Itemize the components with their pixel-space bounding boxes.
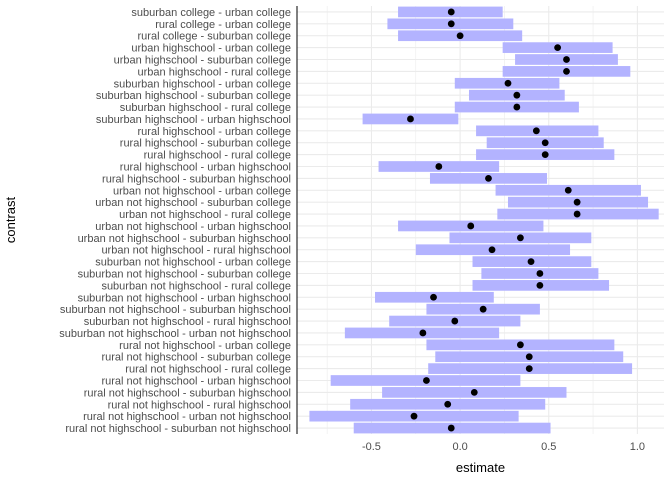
x-tick-label: 0.5: [541, 441, 556, 453]
estimate-point: [504, 79, 512, 87]
y-tick-label: suburban highschool - suburban college: [96, 90, 291, 102]
x-tick-label: 0.0: [452, 441, 467, 453]
y-tick-label: suburban highschool - urban college: [114, 78, 291, 90]
estimate-point: [525, 353, 533, 361]
y-tick-label: urban highschool - urban college: [131, 43, 291, 55]
y-tick-label: suburban not highschool - rural highscho…: [84, 316, 291, 328]
estimate-point: [430, 293, 437, 301]
y-tick-label: rural not highschool - urban not highsch…: [83, 411, 291, 423]
y-tick-label: rural highschool - urban highschool: [120, 162, 291, 174]
y-tick-label: urban not highschool - suburban highscho…: [78, 233, 291, 245]
estimate-point: [536, 270, 544, 277]
estimate-point: [456, 32, 464, 40]
confidence-intervals: [309, 6, 659, 434]
y-tick-label: rural highschool - suburban college: [120, 138, 291, 150]
y-tick-label: suburban not highschool - suburban highs…: [60, 304, 291, 316]
estimate-point: [447, 20, 455, 28]
y-tick-label: rural not highschool - urban highschool: [101, 376, 291, 388]
estimate-point: [541, 151, 549, 159]
estimate-point: [573, 198, 581, 206]
estimate-point: [423, 377, 430, 384]
y-tick-label: suburban college - urban college: [131, 7, 291, 19]
estimate-point: [525, 365, 533, 373]
estimate-point: [435, 163, 443, 170]
estimate-point: [470, 388, 478, 396]
estimate-point: [563, 56, 570, 63]
estimate-point: [485, 174, 492, 182]
x-axis-title: estimate: [456, 460, 505, 475]
estimate-point: [447, 424, 455, 432]
estimate-point: [513, 91, 521, 99]
y-tick-label: suburban highschool - urban highschool: [96, 114, 291, 126]
estimate-point: [488, 246, 496, 254]
y-tick-label: urban not highschool - rural college: [119, 209, 291, 221]
y-tick-label: rural college - suburban college: [138, 31, 291, 43]
estimate-point: [516, 341, 524, 349]
estimate-point: [563, 67, 570, 75]
y-tick-label: rural highschool - urban college: [138, 126, 291, 138]
y-tick-label: suburban not highschool - urban college: [95, 257, 291, 269]
y-tick-label: urban highschool - suburban college: [114, 55, 291, 67]
estimate-point: [444, 400, 452, 408]
estimate-point: [532, 127, 540, 135]
y-tick-label: suburban not highschool - urban highscho…: [78, 292, 291, 304]
y-tick-label: rural not highschool - suburban highscho…: [84, 387, 291, 399]
estimate-point: [407, 115, 414, 123]
y-tick-label: rural not highschool - urban college: [119, 340, 291, 352]
x-tick-label: 1.0: [630, 441, 645, 453]
estimate-point: [527, 258, 535, 266]
estimate-point: [410, 412, 418, 420]
y-tick-label: urban not highschool - suburban college: [95, 197, 291, 209]
y-tick-label: urban not highschool - urban college: [113, 185, 291, 197]
estimate-point: [419, 329, 427, 337]
y-tick-label: suburban not highschool - rural college: [101, 280, 291, 292]
estimate-point: [573, 210, 581, 218]
estimate-point: [479, 305, 487, 313]
estimate-points: [407, 8, 581, 432]
estimate-point: [451, 317, 459, 325]
estimate-point: [516, 234, 524, 242]
y-tick-label: rural college - urban college: [155, 19, 291, 31]
y-tick-label: suburban highschool - rural college: [120, 102, 291, 114]
y-tick-label: rural highschool - suburban highschool: [102, 173, 291, 185]
x-tick-labels: -0.5 0.0 0.5 1.0: [362, 441, 645, 453]
y-tick-label: rural not highschool - rural highschool: [108, 399, 291, 411]
y-tick-label: urban highschool - rural college: [138, 66, 291, 78]
estimate-point: [554, 44, 562, 52]
estimate-point: [467, 222, 475, 230]
y-tick-label: rural not highschool - suburban college: [101, 352, 291, 364]
x-tick-label: -0.5: [362, 441, 381, 453]
y-tick-label: rural highschool - rural college: [144, 150, 291, 162]
estimate-point: [541, 139, 549, 147]
y-tick-label: urban not highschool - rural highschool: [101, 245, 291, 257]
estimate-point: [513, 103, 521, 111]
estimate-point: [536, 281, 544, 289]
y-tick-label: suburban not highschool - suburban colle…: [78, 269, 291, 281]
y-axis-title: contrast: [3, 196, 18, 243]
y-tick-label: rural not highschool - rural college: [125, 364, 291, 376]
estimate-point: [564, 186, 572, 194]
y-tick-label: rural not highschool - suburban not high…: [65, 423, 291, 435]
estimate-point: [447, 8, 455, 16]
y-tick-label: suburban not highschool - urban not high…: [59, 328, 291, 340]
y-tick-label: urban not highschool - urban highschool: [95, 221, 291, 233]
